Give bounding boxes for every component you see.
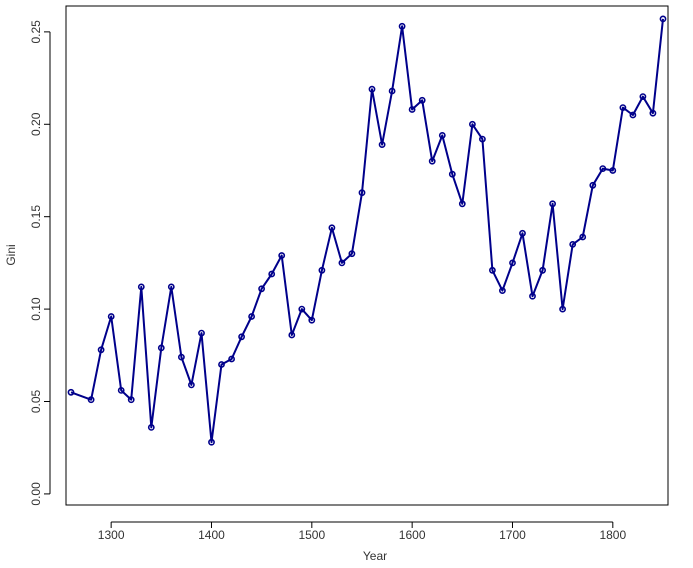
data-point <box>529 292 536 300</box>
series-line <box>70 18 664 444</box>
y-tick-label: 0.00 <box>29 482 43 506</box>
data-point <box>167 283 175 291</box>
x-tick-label: 1600 <box>399 528 426 542</box>
data-point <box>238 333 245 341</box>
data-point <box>458 200 466 208</box>
data-point <box>498 287 506 294</box>
data-point <box>408 106 416 113</box>
data-point <box>278 252 286 259</box>
data-point <box>177 353 185 361</box>
x-tick-label: 1500 <box>298 528 325 542</box>
plot-box <box>65 5 669 506</box>
x-axis-label: Year <box>363 549 387 563</box>
y-tick-label: 0.25 <box>29 20 43 44</box>
data-point <box>67 388 75 396</box>
data-point <box>328 224 336 232</box>
x-tick-label: 1400 <box>198 528 225 542</box>
data-point <box>107 313 115 320</box>
data-point <box>298 305 306 313</box>
data-point <box>288 331 296 339</box>
y-tick-label: 0.15 <box>29 205 43 229</box>
data-point <box>559 305 566 313</box>
data-point <box>248 313 255 320</box>
data-point <box>418 96 426 104</box>
data-point <box>659 15 667 23</box>
data-point <box>97 346 105 354</box>
data-point <box>629 111 637 119</box>
data-point <box>228 355 235 363</box>
data-point <box>378 141 386 148</box>
data-point <box>539 266 546 274</box>
data-point <box>358 189 366 197</box>
data-point <box>649 109 657 117</box>
data-point <box>519 229 526 237</box>
x-tick-label: 1300 <box>98 528 125 542</box>
data-point <box>448 170 456 178</box>
data-point <box>318 266 326 274</box>
data-point <box>368 85 376 93</box>
data-point <box>187 381 195 389</box>
data-point <box>468 120 476 128</box>
y-tick-label: 0.05 <box>29 390 43 414</box>
data-point <box>589 181 597 189</box>
data-point <box>198 329 205 337</box>
data-point <box>478 135 486 143</box>
data-point <box>569 240 577 248</box>
data-point <box>428 157 436 165</box>
data-point <box>137 283 145 291</box>
data-point <box>147 423 155 431</box>
data-point <box>338 259 346 267</box>
data-point <box>639 93 647 100</box>
data-point <box>488 266 496 274</box>
data-point <box>258 285 265 293</box>
data-point <box>268 270 276 278</box>
x-tick-label: 1700 <box>499 528 526 542</box>
data-point <box>619 104 627 111</box>
data-point <box>157 344 165 352</box>
data-point <box>398 22 406 30</box>
data-point <box>348 250 356 258</box>
data-point <box>579 233 587 241</box>
data-point <box>549 200 556 208</box>
data-point <box>438 131 446 139</box>
data-point <box>208 438 215 446</box>
data-point <box>609 167 617 174</box>
data-point <box>127 396 135 404</box>
plot-area <box>67 15 667 446</box>
data-point <box>87 396 95 404</box>
data-point <box>509 259 516 267</box>
data-point <box>117 386 125 394</box>
data-point <box>599 165 607 172</box>
data-point <box>308 316 316 324</box>
x-tick-label: 1800 <box>599 528 626 542</box>
data-point <box>388 87 396 95</box>
y-tick-label: 0.10 <box>29 297 43 321</box>
axes: 1300 1400 1500 1600 1700 1800 0.00 0.05 0.10 0.15… <box>29 5 669 542</box>
y-tick-label: 0.20 <box>29 112 43 136</box>
y-axis-label: Gini <box>4 244 18 265</box>
data-point <box>218 361 225 368</box>
